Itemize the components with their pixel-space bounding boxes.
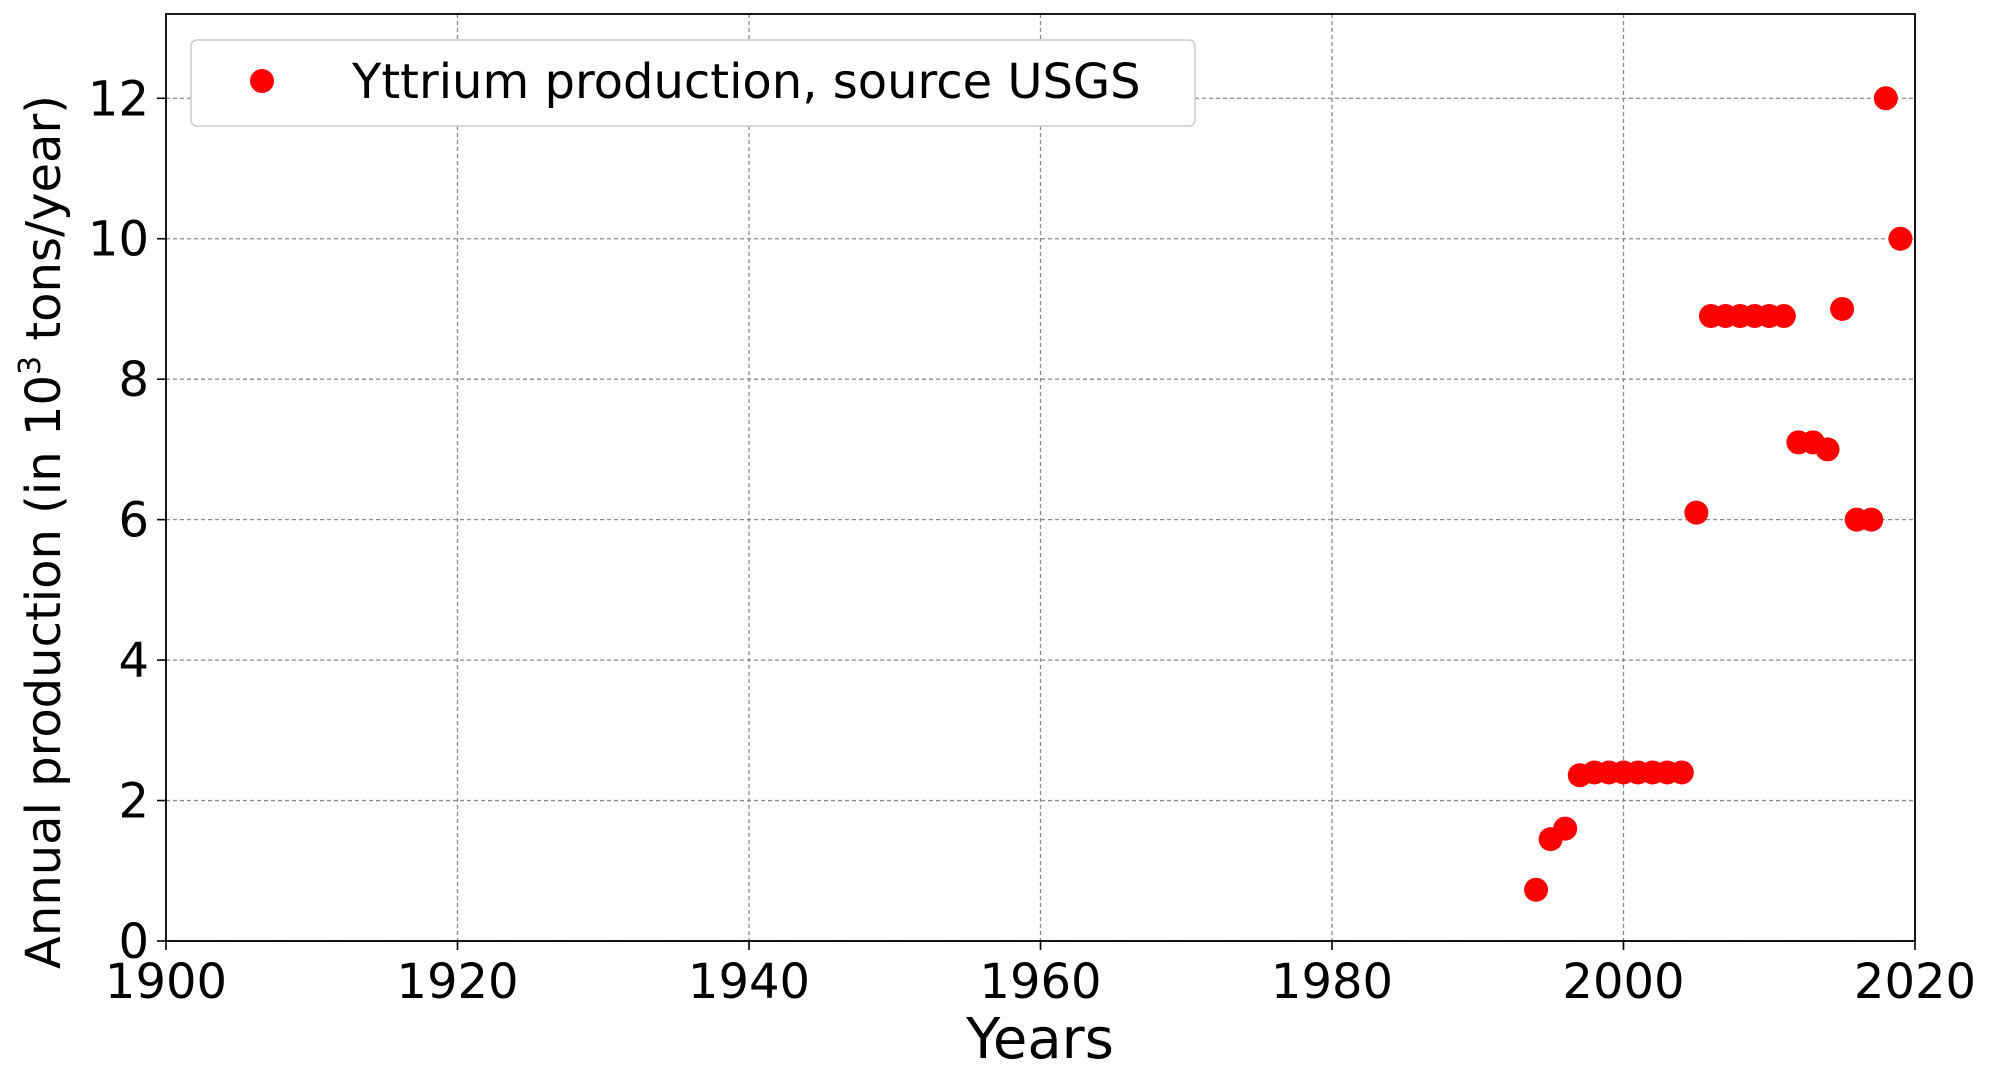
legend-marker <box>250 69 274 93</box>
y-tick-label: 4 <box>118 633 149 689</box>
data-point <box>1524 877 1549 902</box>
x-tick-label: 1960 <box>979 954 1101 1010</box>
y-axis-label-superscript: 3 <box>13 356 48 375</box>
data-point <box>1553 816 1578 841</box>
plot-frame <box>165 13 1916 942</box>
y-tick-label: 12 <box>88 71 149 127</box>
data-point <box>1771 303 1796 328</box>
legend-label: Yttrium production, source USGS <box>351 54 1141 110</box>
x-tick-label: 2020 <box>1854 954 1976 1010</box>
axis-ticks: 1900 1920 1940 1960 1980 2000 2020 0 2 4 6 8 10 12 <box>88 71 1976 1010</box>
grid <box>165 14 1916 942</box>
data-point <box>1684 500 1709 525</box>
y-tick-label: 2 <box>118 774 149 830</box>
data-point <box>1873 86 1898 111</box>
x-axis-label: Years <box>965 1007 1114 1072</box>
y-tick-label: 8 <box>118 352 149 408</box>
x-tick-label: 1980 <box>1271 954 1393 1010</box>
data-point <box>1830 296 1855 321</box>
x-tick-label: 1940 <box>688 954 810 1010</box>
y-axis-label-prefix: Annual production (in 10 <box>16 375 72 969</box>
y-axis-label-suffix: tons/year) <box>16 95 72 356</box>
legend-box <box>190 39 1196 127</box>
data-point <box>1815 437 1840 462</box>
scatter-points <box>1524 86 1913 902</box>
data-point <box>1669 760 1694 785</box>
y-axis-label: Annual production (in 103 tons/year) <box>13 95 72 969</box>
y-tick-label: 10 <box>88 212 149 268</box>
x-tick-label: 1920 <box>396 954 518 1010</box>
x-tick-label: 1900 <box>105 954 227 1010</box>
y-tick-label: 6 <box>118 493 149 549</box>
data-point <box>1859 507 1884 532</box>
data-point <box>1888 226 1913 251</box>
x-tick-label: 2000 <box>1562 954 1684 1010</box>
legend: Yttrium production, source USGS <box>190 39 1196 127</box>
y-tick-label: 0 <box>118 914 149 970</box>
